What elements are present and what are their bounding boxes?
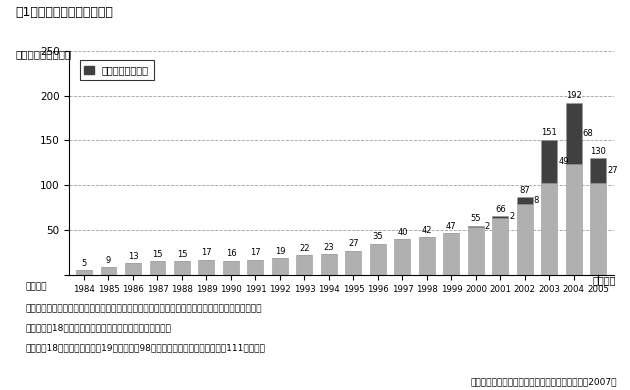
Bar (272, 258, 288, 275)
Text: ２．平成18年度は、本年４月19日現在で、98万件（前年度同期の入力件数は111万件）。: ２．平成18年度は、本年４月19日現在で、98万件（前年度同期の入力件数は111… (25, 343, 265, 352)
Bar (394, 239, 410, 275)
Text: 68: 68 (583, 129, 593, 138)
Bar (590, 183, 606, 275)
Text: 40: 40 (397, 228, 408, 237)
Text: 49: 49 (558, 157, 569, 166)
Text: 130: 130 (590, 147, 606, 156)
Bar (345, 251, 362, 275)
Bar (149, 261, 166, 275)
Text: 13: 13 (128, 252, 139, 261)
Text: 図1　消費者相談件数の推移: 図1 消費者相談件数の推移 (16, 6, 113, 19)
Text: 17: 17 (201, 248, 212, 257)
Bar (198, 260, 214, 275)
Text: 2: 2 (484, 222, 490, 231)
Bar (370, 243, 386, 275)
Text: 16: 16 (226, 249, 236, 258)
Text: 151: 151 (541, 128, 557, 137)
Bar (541, 183, 558, 275)
Bar (517, 197, 533, 204)
Bar (125, 263, 141, 275)
Text: 5: 5 (81, 259, 86, 268)
Bar (174, 261, 190, 275)
Text: （年度）: （年度） (593, 275, 616, 285)
Bar (517, 204, 533, 275)
Text: 22: 22 (299, 244, 310, 253)
Bar (566, 164, 581, 275)
Text: 27: 27 (607, 166, 618, 175)
Text: （平成18年３月末現在での国民生活センター調べ）。: （平成18年３月末現在での国民生活センター調べ）。 (25, 324, 171, 333)
Bar (76, 271, 92, 275)
Bar (321, 254, 337, 275)
Text: 8: 8 (534, 196, 539, 205)
Text: 27: 27 (348, 239, 358, 248)
Text: 47: 47 (446, 222, 457, 230)
Text: 17: 17 (250, 248, 261, 257)
Bar (590, 158, 606, 183)
Text: 15: 15 (176, 250, 187, 259)
Bar (223, 261, 239, 275)
Bar (493, 216, 508, 218)
Text: （備考）: （備考） (25, 283, 47, 292)
Text: 35: 35 (372, 232, 383, 241)
Bar (541, 140, 558, 183)
Text: 42: 42 (421, 226, 432, 235)
Legend: うち架空請求件数: うち架空請求件数 (79, 60, 154, 80)
Bar (444, 233, 459, 275)
Bar (419, 237, 435, 275)
Bar (297, 255, 312, 275)
Text: 9: 9 (106, 255, 111, 265)
Text: 192: 192 (566, 92, 581, 101)
Text: 55: 55 (471, 215, 481, 223)
Text: 66: 66 (495, 204, 506, 213)
Bar (101, 267, 117, 275)
Bar (248, 260, 263, 275)
Bar (468, 225, 484, 227)
Text: 19: 19 (275, 246, 285, 256)
Text: （出所）内閣府国民生活局「内閣府説明資料」（2007）: （出所）内閣府国民生活局「内閣府説明資料」（2007） (471, 377, 617, 386)
Text: １．国民生活センター全国消費生活情報ネットワーク・システム（ＰＩＯ－ＮＥＴ）への登録件数: １．国民生活センター全国消費生活情報ネットワーク・システム（ＰＩＯ－ＮＥＴ）への… (25, 304, 261, 313)
Text: 2: 2 (509, 212, 515, 221)
Text: 件数（単位：万件）: 件数（単位：万件） (16, 49, 72, 59)
Text: 23: 23 (324, 243, 335, 252)
Bar (468, 227, 484, 275)
Text: 87: 87 (520, 186, 530, 195)
Bar (566, 103, 581, 164)
Bar (493, 218, 508, 275)
Text: 15: 15 (152, 250, 163, 259)
